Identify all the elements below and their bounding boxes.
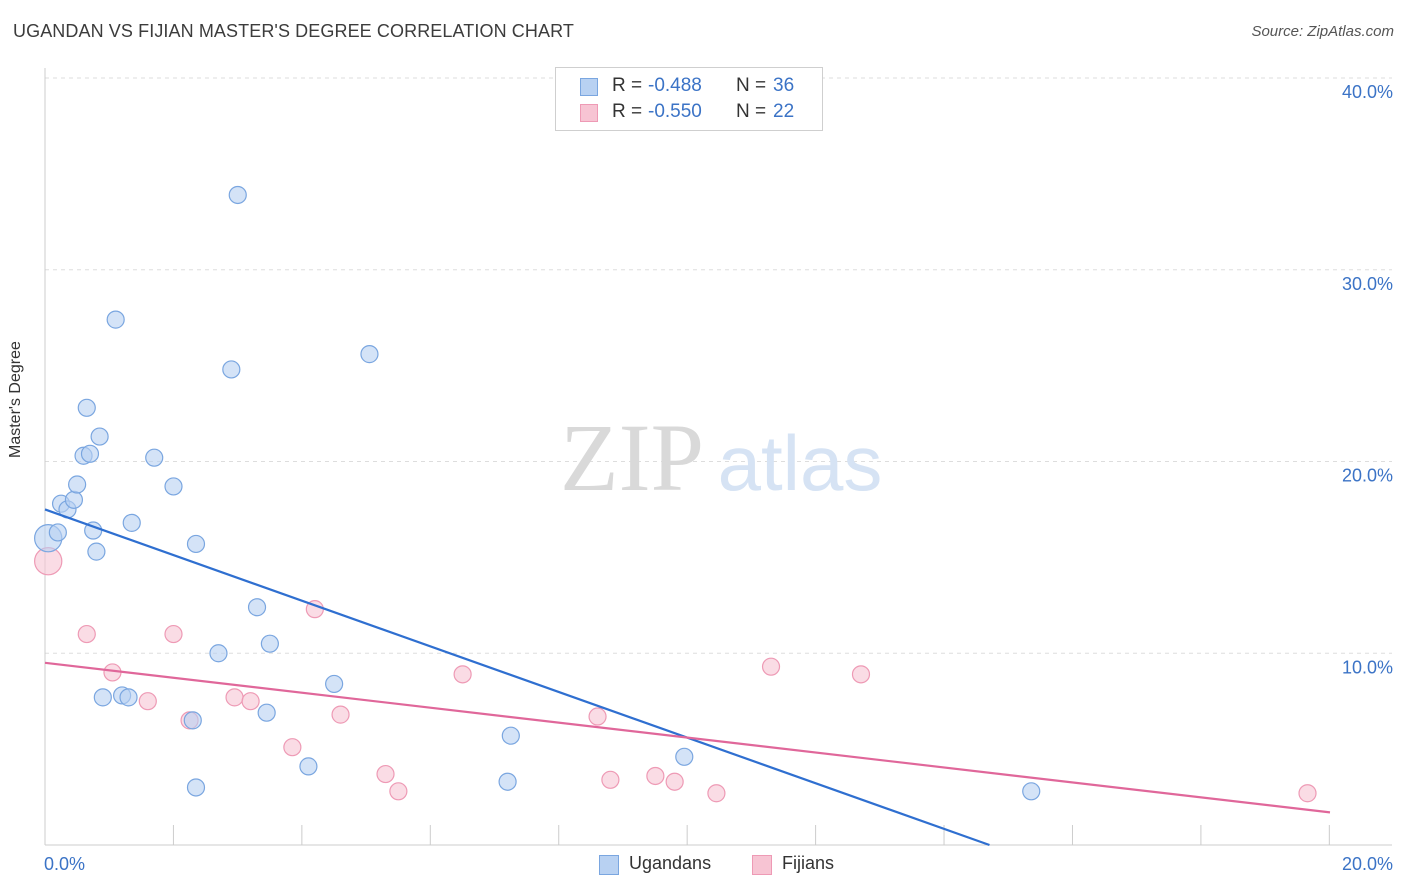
ugandan-point: [360, 345, 379, 364]
ugandan-point: [209, 644, 228, 663]
ugandan-point: [228, 185, 247, 205]
ugandan-point: [299, 757, 318, 776]
fijian-point: [707, 784, 726, 803]
legend-swatch-fijians: [580, 104, 598, 122]
fijian-point: [665, 772, 684, 791]
axes: [44, 68, 1392, 846]
grid-lines: [45, 77, 1392, 654]
fijian-point: [283, 738, 302, 757]
fijian-point: [164, 624, 183, 644]
legend-n-value: 36: [773, 75, 795, 96]
ugandan-point: [80, 444, 100, 463]
ugandan-point: [247, 598, 267, 617]
y-tick-label: 30.0%: [1342, 274, 1393, 294]
ugandan-point: [119, 688, 138, 707]
watermark-atlas: atlas: [718, 419, 883, 507]
ugandan-point: [87, 542, 106, 561]
watermark: ZIP atlas: [560, 404, 882, 511]
y-tick-label: 10.0%: [1342, 657, 1393, 677]
ugandan-point: [90, 427, 109, 446]
ugandan-point: [183, 711, 202, 730]
fijian-point: [77, 624, 96, 644]
fijian-point: [601, 770, 620, 789]
legend-n-label: N =: [736, 75, 767, 96]
ugandan-points: [34, 185, 1041, 801]
legend-swatch-ugandans: [580, 78, 598, 96]
fijian-point: [453, 665, 472, 684]
ugandan-point: [48, 523, 67, 542]
ugandan-point: [257, 703, 276, 722]
ugandan-point: [93, 688, 112, 707]
ugandan-point: [1022, 782, 1041, 801]
ugandan-point: [122, 513, 141, 532]
ugandan-point: [106, 310, 125, 329]
fijian-point: [331, 705, 350, 724]
fijian-point: [138, 692, 157, 711]
ugandan-point: [501, 726, 520, 745]
ugandan-point: [675, 747, 694, 766]
fijian-point: [1298, 784, 1317, 803]
fijian-point: [241, 692, 260, 711]
legend-r-label: R =: [612, 101, 643, 122]
x-tick-label: 0.0%: [44, 854, 85, 874]
fijian-point: [761, 657, 781, 676]
ugandan-point: [164, 477, 183, 496]
bottom-legend-swatch-ugandans: [599, 855, 619, 875]
ugandan-point: [64, 490, 84, 509]
fijian-trend-line: [44, 661, 1331, 814]
legend-r-label: R =: [612, 75, 643, 96]
chart-title: UGANDAN VS FIJIAN MASTER'S DEGREE CORREL…: [13, 21, 574, 41]
bottom-legend-swatch-fijians: [752, 855, 772, 875]
ugandan-point: [77, 398, 96, 417]
ugandan-point: [186, 778, 206, 797]
ugandan-point: [222, 360, 241, 379]
y-axis-label: Master's Degree: [7, 341, 24, 458]
fijian-point: [389, 782, 408, 801]
x-tick-label: 20.0%: [1342, 854, 1393, 874]
correlation-legend: R = -0.488 N = 36 R = -0.550 N = 22: [555, 67, 823, 131]
ugandan-point: [68, 475, 87, 494]
ugandan-point: [145, 448, 164, 467]
ugandan-trend-line: [44, 508, 990, 847]
ugandan-point: [186, 534, 206, 554]
fijian-point: [225, 688, 244, 707]
y-tick-label: 40.0%: [1342, 82, 1393, 102]
fijian-point: [376, 764, 395, 784]
source-credit: Source: ZipAtlas.com: [1251, 23, 1394, 40]
legend-r-value: -0.488: [648, 75, 702, 96]
y-tick-label: 20.0%: [1342, 466, 1393, 486]
legend-r-value: -0.550: [648, 101, 702, 122]
watermark-zip: ZIP: [560, 404, 704, 511]
fijian-point: [646, 766, 665, 786]
tick-labels: 10.0% 20.0% 30.0% 40.0% 0.0% 20.0%: [44, 82, 1393, 874]
fijian-point: [851, 665, 871, 684]
legend-n-label: N =: [736, 101, 767, 122]
fijian-point: [588, 707, 607, 726]
ugandan-point: [498, 772, 517, 791]
bottom-legend-label-fijians: Fijians: [782, 853, 835, 873]
trend-lines: [44, 508, 1331, 847]
ugandan-point: [325, 674, 344, 694]
fijian-points: [34, 547, 1317, 803]
bottom-legend-label-ugandans: Ugandans: [629, 853, 712, 873]
ugandan-point: [260, 634, 279, 653]
legend-n-value: 22: [773, 101, 795, 122]
